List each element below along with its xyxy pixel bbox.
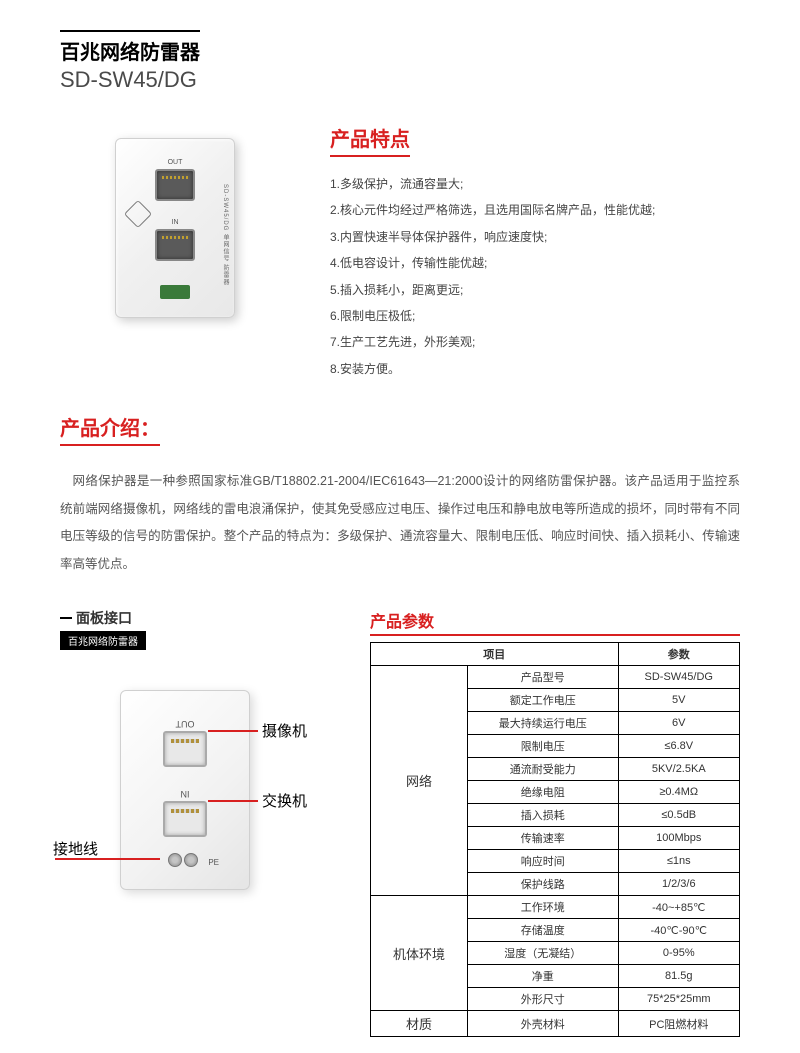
title-chinese: 百兆网络防雷器 <box>60 30 200 65</box>
diagram-pe-icon <box>168 853 202 869</box>
diagram-in-port-icon <box>163 801 207 837</box>
params-section: 产品参数 项目 参数 网络 产品型号SD-SW45/DG 额定工作电压5V 最大… <box>370 608 740 1037</box>
feature-item: 6.限制电压极低; <box>330 303 740 329</box>
params-table: 项目 参数 网络 产品型号SD-SW45/DG 额定工作电压5V 最大持续运行电… <box>370 642 740 1037</box>
callout-switch: 交换机 <box>208 790 307 811</box>
feature-item: 5.插入损耗小，距离更远; <box>330 277 740 303</box>
feature-item: 1.多级保护，流通容量大; <box>330 171 740 197</box>
params-header: 产品参数 <box>370 608 740 636</box>
callout-ground: 接地线 <box>55 858 160 860</box>
features-column: 产品特点 1.多级保护，流通容量大; 2.核心元件均经过严格筛选，且选用国际名牌… <box>330 113 740 382</box>
bottom-row: 面板接口 百兆网络防雷器 OUT IN PE 摄像机 交 <box>60 608 740 1037</box>
brand-logo-icon <box>124 200 152 228</box>
top-row: OUT IN SD-SW45/DG 单网信号 防雷器 产品特点 1.多级保护，流… <box>60 113 740 382</box>
panel-title: 面板接口 <box>60 608 340 628</box>
group-env: 机体环境 <box>371 896 468 1011</box>
callout-camera: 摄像机 <box>208 720 307 741</box>
product-image: OUT IN SD-SW45/DG 单网信号 防雷器 <box>60 113 290 343</box>
table-header-item: 项目 <box>371 643 619 666</box>
rj45-in-port-icon <box>155 229 195 261</box>
panel-section: 面板接口 百兆网络防雷器 OUT IN PE 摄像机 交 <box>60 608 340 1037</box>
group-network: 网络 <box>371 666 468 896</box>
side-label: SD-SW45/DG 单网信号 防雷器 <box>221 184 230 286</box>
panel-badge: 百兆网络防雷器 <box>60 631 146 650</box>
title-model: SD-SW45/DG <box>60 67 740 93</box>
intro-section: 产品介绍： 网络保护器是一种参照国家标准GB/T18802.21-2004/IE… <box>60 412 740 578</box>
intro-text: 网络保护器是一种参照国家标准GB/T18802.21-2004/IEC61643… <box>60 468 740 578</box>
pe-terminal-icon <box>160 285 190 299</box>
intro-header: 产品介绍： <box>60 412 160 446</box>
feature-item: 3.内置快速半导体保护器件，响应速度快; <box>330 224 740 250</box>
title-area: 百兆网络防雷器 SD-SW45/DG <box>60 30 740 93</box>
diagram-out-port-icon <box>163 731 207 767</box>
rj45-out-port-icon <box>155 169 195 201</box>
group-material: 材质 <box>371 1011 468 1037</box>
feature-item: 7.生产工艺先进，外形美观; <box>330 329 740 355</box>
feature-list: 1.多级保护，流通容量大; 2.核心元件均经过严格筛选，且选用国际名牌产品，性能… <box>330 171 740 382</box>
features-header: 产品特点 <box>330 123 410 157</box>
feature-item: 2.核心元件均经过严格筛选，且选用国际名牌产品，性能优越; <box>330 197 740 223</box>
feature-item: 4.低电容设计，传输性能优越; <box>330 250 740 276</box>
table-header-value: 参数 <box>618 643 739 666</box>
feature-item: 8.安装方便。 <box>330 356 740 382</box>
panel-diagram: OUT IN PE 摄像机 交换机 接地线 <box>60 670 340 930</box>
